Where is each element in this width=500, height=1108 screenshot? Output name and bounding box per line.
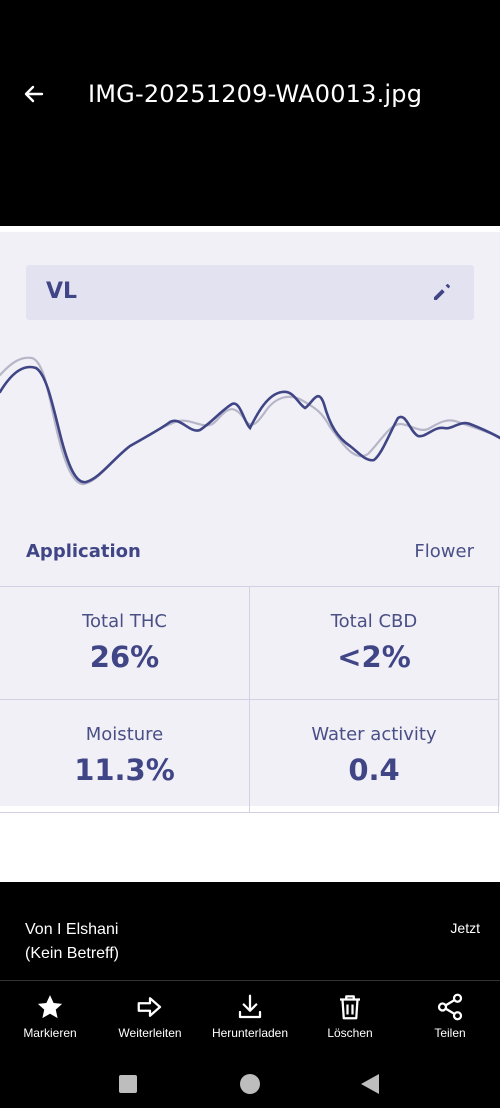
top-app-bar: IMG-20251209-WA0013.jpg — [0, 0, 500, 226]
action-bar: Markieren Weiterleiten Herunterladen Lös… — [0, 990, 500, 1054]
star-icon — [37, 995, 63, 1019]
delete-button[interactable]: Löschen — [300, 990, 400, 1040]
circle-icon — [240, 1074, 260, 1094]
system-navigation-bar — [0, 1060, 500, 1108]
stat-label: Moisture — [85, 724, 164, 745]
measured-spectrum-line — [0, 365, 500, 484]
forward-arrow-icon — [137, 997, 162, 1017]
application-label: Application — [26, 541, 141, 562]
share-icon — [437, 993, 463, 1021]
stat-value: 0.4 — [348, 753, 400, 787]
stat-label: Total THC — [82, 611, 167, 632]
sender-name: Von I Elshani — [25, 921, 119, 938]
download-button[interactable]: Herunterladen — [200, 990, 300, 1040]
triangle-back-icon — [361, 1074, 379, 1094]
arrow-left-icon — [24, 85, 44, 103]
action-label: Herunterladen — [211, 1026, 289, 1040]
spectrum-graph — [0, 356, 500, 486]
stat-total-cbd: Total CBD <2% — [250, 587, 499, 700]
application-value: Flower — [414, 541, 474, 562]
action-label: Weiterleiten — [118, 1026, 182, 1040]
stat-value: 26% — [89, 640, 160, 674]
home-button[interactable] — [236, 1070, 264, 1098]
result-card: VL Application Flower Total THC 26% Tota… — [0, 232, 500, 813]
forward-button[interactable]: Weiterleiten — [100, 990, 200, 1040]
stat-total-thc: Total THC 26% — [0, 587, 250, 700]
sample-name-field: VL — [26, 265, 474, 320]
stat-label: Water activity — [311, 724, 437, 745]
download-icon — [238, 994, 262, 1019]
stat-value: <2% — [337, 640, 411, 674]
stats-grid: Total THC 26% Total CBD <2% Moisture 11.… — [0, 586, 500, 813]
message-info: Von I Elshani (Kein Betreff) — [25, 918, 119, 966]
share-button[interactable]: Teilen — [400, 990, 500, 1040]
action-label: Teilen — [434, 1026, 466, 1040]
back-button[interactable] — [18, 78, 50, 110]
image-preview[interactable]: VL Application Flower Total THC 26% Tota… — [0, 226, 500, 882]
message-time: Jetzt — [450, 920, 480, 936]
square-icon — [119, 1075, 137, 1093]
message-subject: (Kein Betreff) — [25, 945, 119, 962]
stat-value: 11.3% — [74, 753, 175, 787]
bottom-panel: Von I Elshani (Kein Betreff) Jetzt Marki… — [0, 882, 500, 1108]
divider — [0, 980, 500, 981]
recents-button[interactable] — [114, 1070, 142, 1098]
system-back-button[interactable] — [356, 1070, 384, 1098]
stat-moisture: Moisture 11.3% — [0, 700, 250, 813]
stat-water-activity: Water activity 0.4 — [250, 700, 499, 813]
stat-label: Total CBD — [330, 611, 418, 632]
action-label: Markieren — [23, 1026, 77, 1040]
trash-icon — [340, 995, 360, 1020]
pencil-icon — [434, 284, 450, 300]
mark-button[interactable]: Markieren — [0, 990, 100, 1040]
reference-spectrum-line — [0, 356, 500, 486]
action-label: Löschen — [327, 1026, 373, 1040]
file-title: IMG-20251209-WA0013.jpg — [88, 80, 423, 108]
sample-name: VL — [46, 279, 78, 304]
